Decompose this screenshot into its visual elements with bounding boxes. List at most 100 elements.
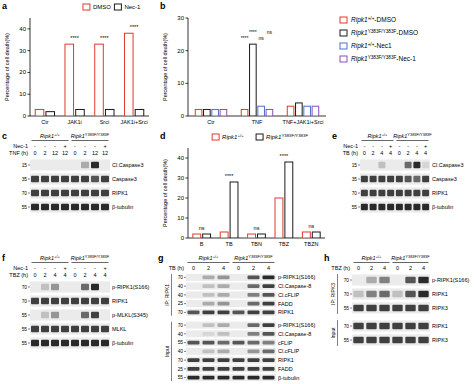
band [91, 162, 99, 168]
mw-tick [28, 179, 30, 180]
band [353, 291, 363, 297]
mw-label: 70 [22, 299, 28, 304]
band [71, 312, 79, 318]
mw-tick [184, 360, 186, 361]
band [101, 284, 109, 290]
legend: Ripk1+/+Ripk1Y383F/Y383F [212, 133, 308, 140]
condition-value: 0 [192, 265, 195, 271]
section-label: IP: RIPK3 [330, 283, 336, 305]
mw-label: 70 [178, 275, 184, 280]
y-axis [188, 148, 189, 238]
y-tick [186, 83, 189, 84]
row-label: p-RIPK1(S166) [112, 284, 149, 290]
mw-tick [184, 303, 186, 304]
mw-label: 55 [22, 313, 28, 318]
bar [304, 106, 311, 116]
genotype-label: Ripk1Y383F/Y383F [234, 254, 273, 261]
x-tick-label: TBZN [304, 241, 318, 247]
condition-value: - [84, 265, 86, 271]
band [370, 204, 377, 210]
y-tick [186, 158, 189, 159]
bar [193, 234, 201, 238]
band [233, 302, 245, 306]
mw-tick [350, 340, 352, 341]
y-tick [28, 94, 31, 95]
band [51, 284, 59, 290]
band [387, 190, 394, 196]
condition-value: + [424, 143, 427, 149]
band [405, 204, 412, 210]
band [51, 176, 59, 182]
band [392, 277, 402, 283]
condition-value: 4 [422, 265, 425, 271]
condition-value: 4 [383, 265, 386, 271]
band [71, 162, 79, 168]
band [81, 176, 89, 182]
x-tick-label: Ctr [207, 119, 215, 125]
band [378, 190, 385, 196]
bar [241, 109, 248, 116]
mw-tick [358, 165, 360, 166]
row-label: p-RIPK1(S166) [278, 322, 315, 328]
band [370, 162, 377, 168]
y-tick [186, 18, 189, 19]
band [396, 204, 403, 210]
band [188, 284, 200, 288]
band [263, 323, 275, 327]
band [71, 284, 79, 290]
band [188, 275, 200, 279]
blot-strip [186, 274, 276, 281]
condition-label: Nec-1 [343, 143, 358, 149]
condition-value: - [44, 265, 46, 271]
band [61, 204, 69, 210]
band [418, 277, 428, 283]
legend: Ripk1+/+-DMSORipk1Y383F/Y383F-DMSORipk1+… [340, 16, 418, 63]
y-tick-label: 30 [19, 48, 26, 54]
band [396, 162, 403, 168]
band [263, 310, 275, 314]
band [218, 302, 230, 306]
mw-tick [184, 368, 186, 369]
band [218, 358, 230, 362]
band [396, 176, 403, 182]
band [41, 340, 49, 346]
condition-value: 2 [83, 272, 86, 278]
bar [250, 44, 257, 116]
condition-value: 4 [380, 150, 383, 156]
band [248, 358, 260, 362]
legend-label: Ripk1Y383F/Y383F-Nec-1 [351, 55, 416, 63]
section-label: IP: RIPK1 [164, 284, 170, 306]
y-tick [186, 218, 189, 219]
panel-label: b [160, 1, 166, 11]
significance: **** [280, 153, 289, 159]
y-tick [186, 238, 189, 239]
band [81, 204, 89, 210]
y-tick-label: 10 [177, 80, 184, 86]
blot-strip [186, 322, 276, 329]
blot-strip [186, 283, 276, 290]
band [248, 323, 260, 327]
band [233, 323, 245, 327]
band [101, 298, 109, 304]
mw-tick [28, 343, 30, 344]
y-axis-label: Percentage of cell death(%) [162, 33, 168, 101]
bar [220, 109, 227, 116]
y-tick-label: 0 [181, 235, 185, 241]
mw-tick [184, 294, 186, 295]
x-tick-label: B [200, 241, 204, 247]
band [31, 176, 39, 182]
y-tick-label: 0 [23, 113, 27, 119]
bar [212, 109, 219, 116]
condition-value: - [44, 143, 46, 149]
band [218, 293, 230, 297]
mw-label: 55 [22, 205, 28, 210]
band [353, 305, 363, 311]
band [91, 190, 99, 196]
bars [193, 162, 320, 238]
blot-strip [186, 330, 276, 337]
condition-value: 2 [207, 265, 210, 271]
genotype-label: Ripk1+/+ [368, 132, 388, 139]
band [248, 302, 260, 306]
y-axis [30, 18, 31, 116]
band [353, 277, 363, 283]
